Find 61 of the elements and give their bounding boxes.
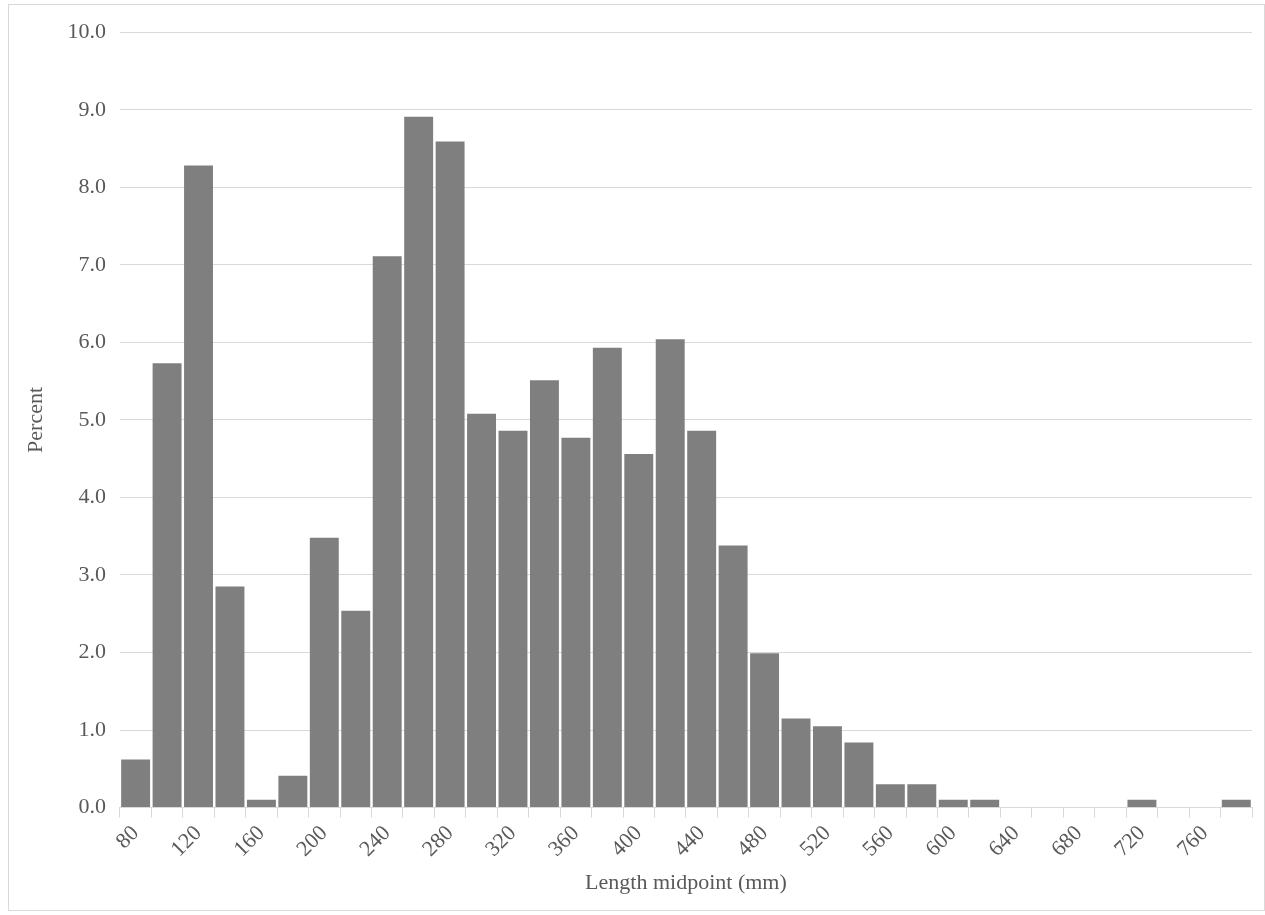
bar [687,430,717,808]
bar [152,363,182,808]
bar [938,799,968,808]
y-tick-label: 10.0 [67,17,106,43]
y-tick-label: 9.0 [78,95,106,121]
y-tick-label: 2.0 [78,638,106,664]
bar [781,718,811,808]
y-tick-label: 1.0 [78,715,106,741]
y-tick-label: 8.0 [78,173,106,199]
x-tick-label: 400 [605,819,647,861]
y-tick-label: 4.0 [78,483,106,509]
x-tick-label: 80 [110,819,144,854]
bar [246,799,276,808]
bar [372,256,402,808]
x-tick-label: 160 [228,819,270,861]
x-tick-label: 720 [1108,819,1150,861]
x-tick-label: 320 [479,819,521,861]
bar [1127,799,1157,808]
y-tick-label: 3.0 [78,560,106,586]
x-axis-title: Length midpoint (mm) [585,868,787,894]
bar [907,784,937,808]
bar [844,742,874,808]
y-tick-label: 5.0 [78,405,106,431]
x-tick-label: 280 [416,819,458,861]
bar [498,430,528,808]
bar [121,759,151,808]
y-tick-label: 7.0 [78,250,106,276]
bar [970,799,1000,808]
bar [750,653,780,808]
x-tick-label: 120 [165,819,207,861]
bar [529,380,559,808]
x-tick-label: 480 [731,819,773,861]
x-tick-label: 640 [982,819,1024,861]
x-tick-label: 440 [668,819,710,861]
x-tick-label: 240 [353,819,395,861]
bar [561,437,591,808]
bar [655,339,685,808]
bar [184,165,213,808]
x-tick-label: 760 [1171,819,1213,861]
bar [718,545,748,808]
bar [404,116,434,808]
bar [467,413,497,808]
bar [278,775,308,808]
bar [435,141,465,808]
x-tick-label: 560 [856,819,898,861]
y-tick-label: 6.0 [78,328,106,354]
y-tick-label: 0.0 [78,793,106,819]
bar [215,586,245,808]
x-tick-label: 200 [290,819,332,861]
y-axis-title: Percent [21,386,47,453]
bar [341,610,371,808]
x-tick-label: 360 [542,819,584,861]
bar [592,347,622,808]
x-tick-label: 680 [1045,819,1087,861]
bar [309,537,339,808]
bar [813,726,842,808]
bar [875,784,905,808]
bar [1221,799,1251,808]
x-tick-label: 520 [794,819,836,861]
bar [624,454,654,808]
x-tick-label: 600 [919,819,961,861]
